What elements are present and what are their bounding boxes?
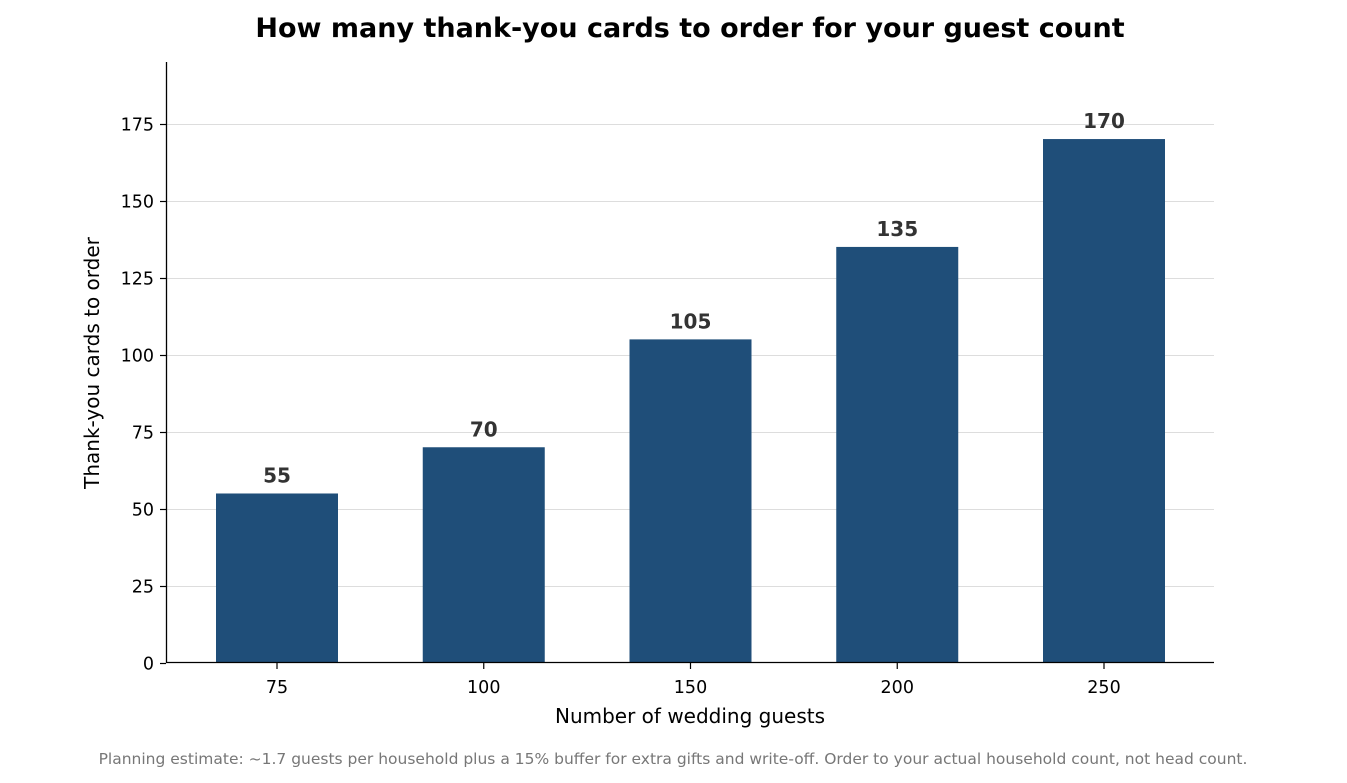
chart-title: How many thank-you cards to order for yo… bbox=[255, 13, 1124, 44]
bar-value-label: 70 bbox=[470, 417, 498, 441]
x-tick-label: 100 bbox=[467, 678, 500, 698]
footnote: Planning estimate: ~1.7 guests per house… bbox=[99, 750, 1248, 768]
y-tick-label: 0 bbox=[143, 655, 154, 675]
bar bbox=[629, 339, 752, 663]
bar bbox=[1043, 139, 1165, 664]
y-tick-label: 125 bbox=[121, 270, 154, 290]
bar-value-label: 135 bbox=[876, 217, 918, 241]
bar bbox=[216, 493, 338, 663]
y-ticks: 0 25 50 75 100 125 150 175 bbox=[121, 116, 166, 675]
data-labels: 55 70 105 135 170 bbox=[263, 109, 1125, 487]
bars bbox=[216, 139, 1165, 664]
y-tick-label: 150 bbox=[121, 193, 154, 213]
y-tick-label: 175 bbox=[121, 116, 154, 136]
y-axis-label: Thank-you cards to order bbox=[80, 236, 104, 490]
bar bbox=[422, 447, 545, 663]
axes bbox=[165, 62, 1214, 664]
y-tick-label: 75 bbox=[132, 424, 154, 444]
x-tick-label: 200 bbox=[881, 678, 914, 698]
x-tick-label: 75 bbox=[266, 678, 288, 698]
bar-value-label: 55 bbox=[263, 463, 291, 487]
y-tick-label: 25 bbox=[132, 578, 154, 598]
y-tick-label: 100 bbox=[121, 347, 154, 367]
x-tick-label: 250 bbox=[1087, 678, 1120, 698]
x-tick-label: 150 bbox=[674, 678, 707, 698]
bar-value-label: 105 bbox=[670, 309, 712, 333]
y-tick-label: 50 bbox=[132, 501, 154, 521]
x-ticks: 75 100 150 200 250 bbox=[266, 663, 1121, 698]
bar bbox=[836, 246, 959, 663]
x-axis-label: Number of wedding guests bbox=[555, 704, 825, 728]
bar-value-label: 170 bbox=[1083, 109, 1125, 133]
